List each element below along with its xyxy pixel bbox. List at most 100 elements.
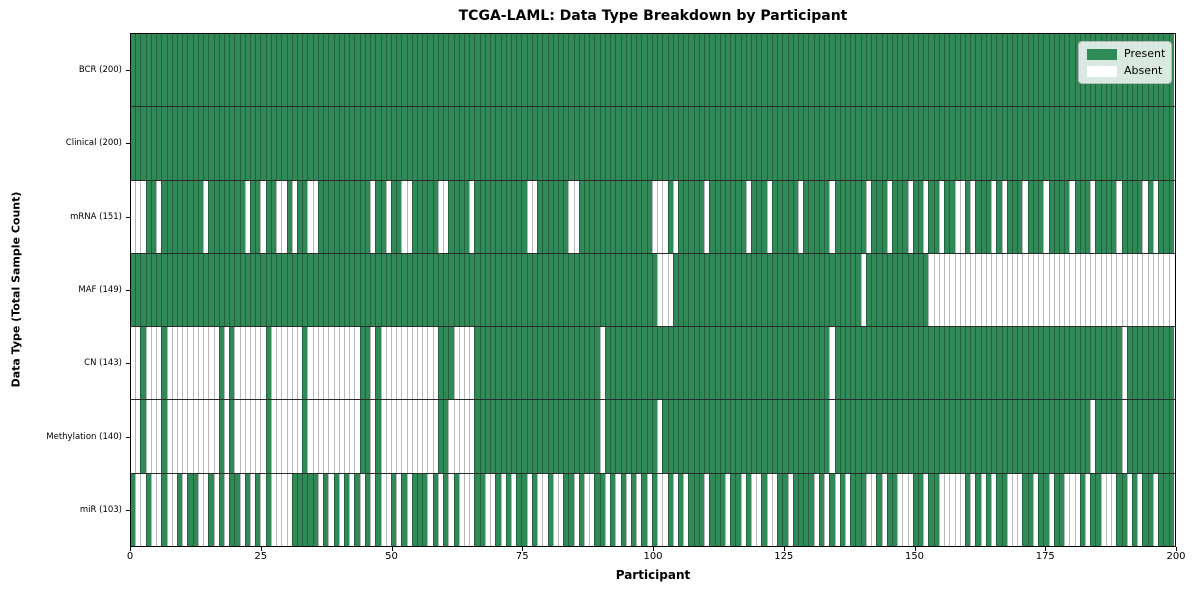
absent-cell: [307, 180, 313, 253]
present-cell: [777, 34, 783, 107]
present-cell: [631, 473, 637, 546]
absent-cell: [500, 473, 506, 546]
present-cell: [923, 253, 929, 327]
present-cell: [417, 253, 423, 327]
present-cell: [1038, 34, 1044, 107]
present-cell: [176, 34, 183, 107]
present-cell: [145, 107, 151, 180]
present-cell: [161, 473, 167, 546]
present-cell: [203, 107, 209, 180]
present-cell: [855, 34, 861, 107]
present-cell: [343, 253, 350, 327]
present-cell: [719, 34, 725, 107]
present-cell: [683, 180, 689, 253]
absent-cell: [798, 180, 804, 253]
present-cell: [218, 473, 224, 546]
present-cell: [1126, 180, 1132, 253]
absent-cell: [1038, 253, 1044, 327]
present-cell: [996, 107, 1002, 180]
present-cell: [698, 400, 705, 473]
absent-cell: [542, 473, 548, 546]
present-cell: [1163, 327, 1169, 400]
present-cell: [829, 107, 835, 180]
present-cell: [594, 253, 600, 327]
present-cell: [411, 34, 418, 107]
absent-cell: [338, 400, 344, 473]
present-cell: [672, 327, 678, 400]
absent-cell: [954, 473, 960, 546]
present-cell: [808, 473, 814, 546]
present-cell: [1064, 400, 1070, 473]
present-cell: [980, 34, 986, 107]
present-cell: [839, 107, 845, 180]
heatmap-row-mrna: [131, 180, 1175, 254]
present-cell: [808, 400, 814, 473]
present-cell: [1017, 34, 1023, 107]
present-cell: [156, 253, 162, 327]
present-cell: [787, 327, 793, 400]
present-cell: [829, 473, 835, 546]
present-cell: [218, 327, 224, 400]
present-cell: [662, 400, 668, 473]
present-cell: [573, 107, 579, 180]
present-cell: [923, 327, 929, 400]
absent-cell: [182, 473, 188, 546]
present-cell: [824, 327, 830, 400]
absent-cell: [589, 473, 595, 546]
absent-cell: [223, 473, 230, 546]
present-cell: [834, 400, 840, 473]
present-cell: [636, 400, 642, 473]
present-cell: [547, 180, 553, 253]
present-cell: [1053, 107, 1059, 180]
present-cell: [317, 107, 324, 180]
absent-cell: [996, 253, 1002, 327]
legend-entry-present: Present: [1087, 48, 1165, 60]
present-cell: [458, 180, 464, 253]
present-cell: [265, 327, 271, 400]
present-cell: [777, 327, 783, 400]
present-cell: [443, 253, 449, 327]
present-cell: [897, 253, 903, 327]
present-cell: [667, 180, 673, 253]
present-cell: [1105, 107, 1112, 180]
absent-cell: [1001, 180, 1007, 253]
present-cell: [855, 400, 861, 473]
present-cell: [171, 180, 177, 253]
y-tick-mark: [126, 363, 130, 365]
present-cell: [923, 400, 929, 473]
present-cell: [724, 253, 731, 327]
absent-cell: [662, 180, 668, 253]
present-cell: [933, 400, 939, 473]
present-cell: [777, 107, 783, 180]
present-cell: [735, 253, 741, 327]
present-cell: [250, 180, 256, 253]
y-tick-label-mir: miR (103): [79, 505, 122, 516]
absent-cell: [432, 400, 438, 473]
present-cell: [1116, 327, 1122, 400]
absent-cell: [469, 180, 475, 253]
absent-cell: [145, 400, 151, 473]
present-cell: [140, 400, 146, 473]
present-cell: [610, 400, 616, 473]
x-tick-mark: [260, 547, 262, 551]
present-cell: [1053, 400, 1059, 473]
present-cell: [865, 253, 872, 327]
present-cell: [464, 107, 470, 180]
present-cell: [667, 473, 673, 546]
present-cell: [1006, 107, 1012, 180]
absent-cell: [829, 180, 835, 253]
absent-cell: [469, 400, 475, 473]
present-cell: [740, 34, 746, 107]
present-cell: [625, 327, 631, 400]
present-cell: [510, 253, 517, 327]
present-cell: [448, 327, 454, 400]
absent-cell: [881, 473, 887, 546]
present-cell: [1158, 327, 1164, 400]
present-cell: [469, 107, 475, 180]
present-cell: [610, 327, 616, 400]
legend-swatch-present: [1087, 48, 1117, 60]
present-cell: [239, 34, 245, 107]
present-cell: [850, 253, 856, 327]
absent-cell: [959, 253, 965, 327]
present-cell: [354, 253, 360, 327]
